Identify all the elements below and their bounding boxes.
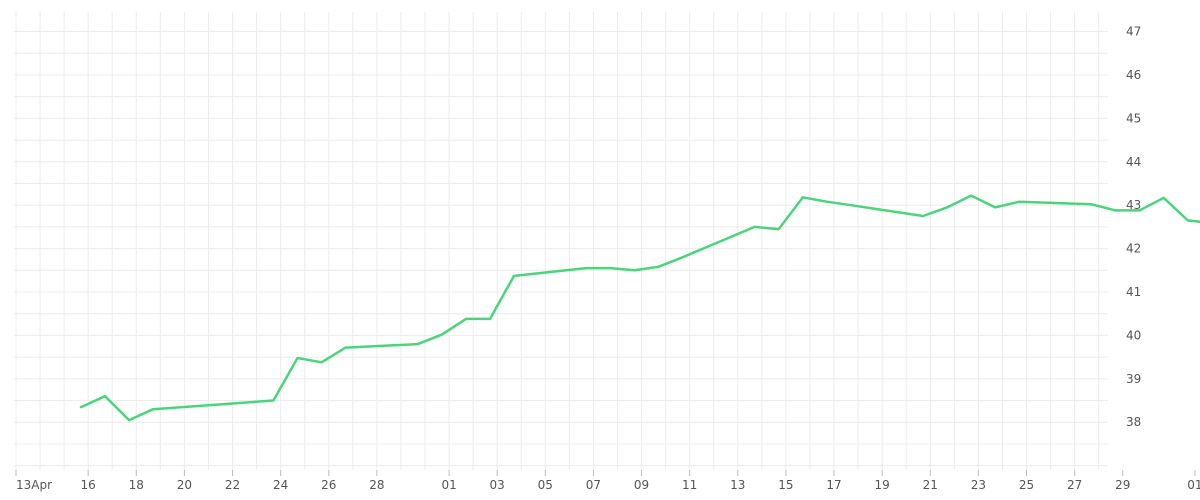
- series-layer: [79, 194, 1200, 422]
- x-tick-label: 18: [129, 478, 144, 492]
- x-tick-label: 03: [490, 478, 505, 492]
- x-tick-label: 13Apr: [16, 478, 52, 492]
- y-axis: 38 39 40 41 42 43 44 45 46 47: [1126, 25, 1141, 430]
- x-tick-label: 21: [923, 478, 938, 492]
- x-tick-label: 01: [1187, 478, 1200, 492]
- x-tick-label: 11: [682, 478, 697, 492]
- y-tick-label: 39: [1126, 372, 1141, 386]
- y-tick-label: 47: [1126, 25, 1141, 39]
- x-tick-label: 05: [538, 478, 553, 492]
- y-tick-label: 44: [1126, 155, 1141, 169]
- gridlines: [14, 12, 1108, 470]
- x-tick-label: 23: [971, 478, 986, 492]
- y-tick-label: 40: [1126, 328, 1141, 342]
- x-tick-label: 15: [778, 478, 793, 492]
- x-tick-label: 16: [81, 478, 96, 492]
- x-tick-label: 29: [1115, 478, 1130, 492]
- y-tick-label: 42: [1126, 242, 1141, 256]
- y-tick-label: 38: [1126, 415, 1141, 429]
- x-tick-label: 19: [875, 478, 890, 492]
- y-tick-label: 46: [1126, 68, 1141, 82]
- x-tick-label: 07: [586, 478, 601, 492]
- x-tick-label: 01: [441, 478, 456, 492]
- x-tick-label: 25: [1019, 478, 1034, 492]
- x-tick-label: 22: [225, 478, 240, 492]
- x-tick-label: 17: [826, 478, 841, 492]
- x-tick-label: 27: [1067, 478, 1082, 492]
- x-tick-label: 20: [177, 478, 192, 492]
- series-line: [79, 194, 1200, 422]
- x-tick-label: 13: [730, 478, 745, 492]
- y-tick-label: 43: [1126, 198, 1141, 212]
- x-tick-label: 28: [369, 478, 384, 492]
- x-tick-label: 24: [273, 478, 288, 492]
- y-tick-label: 41: [1126, 285, 1141, 299]
- x-tick-label: 09: [634, 478, 649, 492]
- y-tick-label: 45: [1126, 111, 1141, 125]
- x-axis: 13Apr 16 18 20 22 24 26 28 01 03 05 07 09 11 13 15 17 19 2…: [15, 470, 1200, 492]
- x-tick-label: 26: [321, 478, 336, 492]
